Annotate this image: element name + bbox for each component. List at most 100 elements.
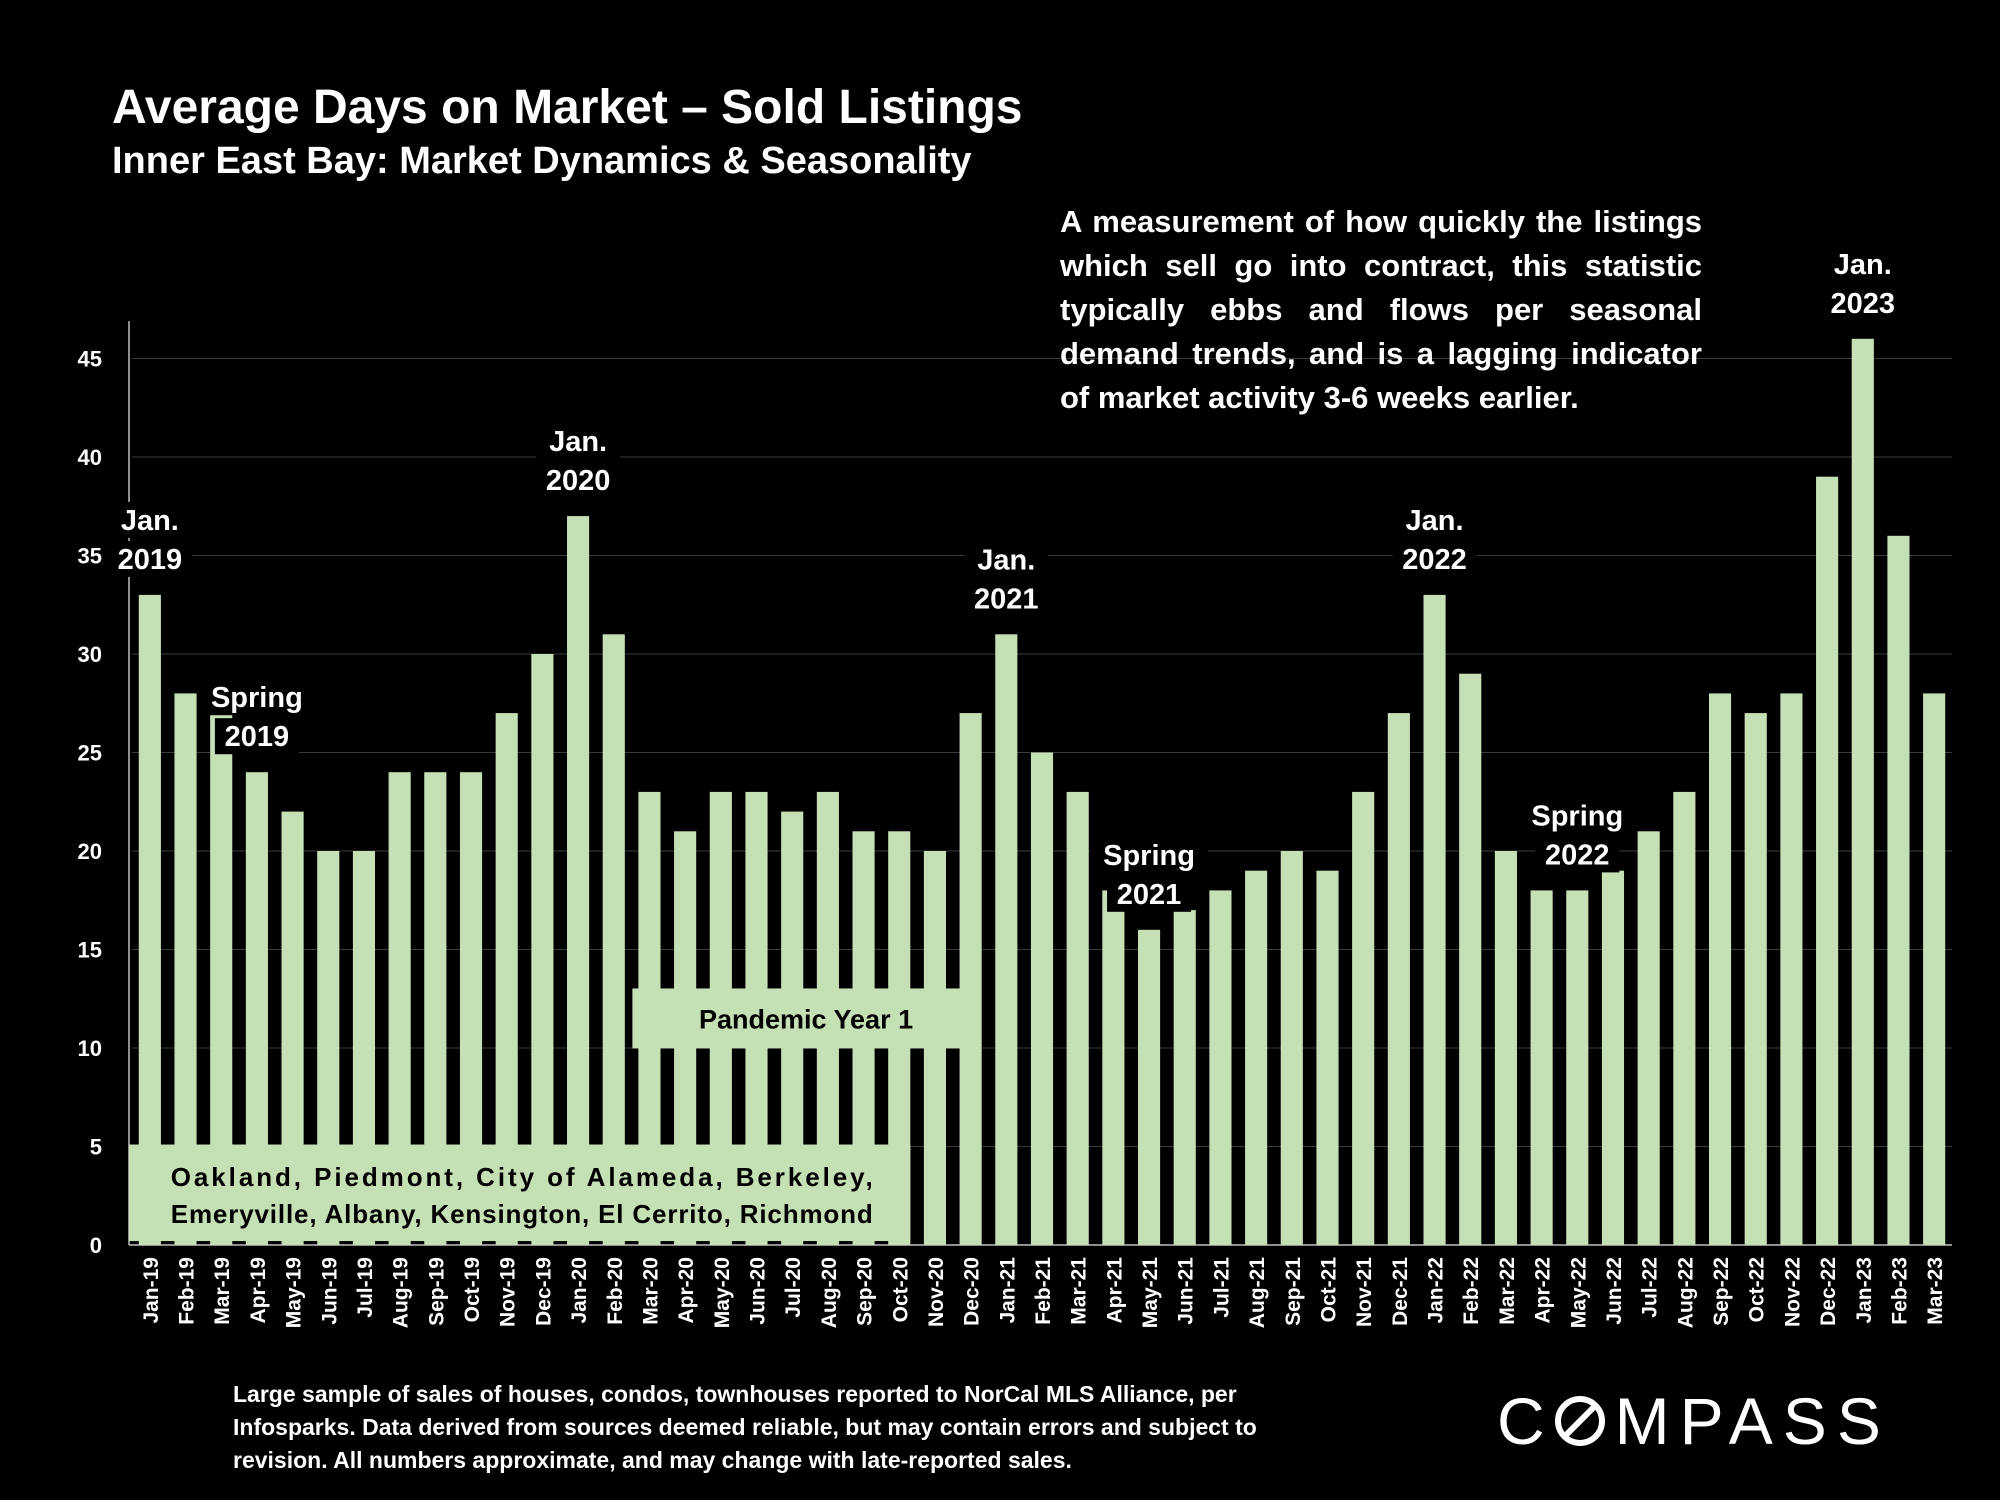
x-tick-label: Jul-22 <box>1639 1257 1662 1318</box>
bar <box>1066 791 1089 1245</box>
x-tick-label: Nov-22 <box>1781 1257 1804 1327</box>
annotation-backdrop <box>1820 284 1905 321</box>
y-tick-label: 15 <box>78 938 102 963</box>
bar <box>424 772 447 1245</box>
annotation-label: Spring <box>211 682 303 714</box>
x-tick-label: Mar-21 <box>1068 1257 1091 1325</box>
annotation-backdrop <box>107 501 192 538</box>
bar <box>1280 851 1303 1245</box>
bar <box>1245 870 1268 1245</box>
x-tick-label: Oct-19 <box>461 1257 484 1322</box>
x-tick-label: Jul-21 <box>1210 1257 1233 1318</box>
annotation-backdrop <box>964 580 1049 617</box>
annotation-label: 2022 <box>1545 839 1610 871</box>
bar <box>1816 476 1839 1245</box>
chart-subtitle: Inner East Bay: Market Dynamics & Season… <box>112 140 972 182</box>
annotation-label: Jan. <box>1834 249 1892 281</box>
pandemic-label: Pandemic Year 1 <box>699 1004 913 1034</box>
bar <box>1851 338 1874 1245</box>
annotation-label: Jan. <box>121 505 179 537</box>
region-label-line: Oakland, Piedmont, City of Alameda, Berk… <box>171 1162 873 1192</box>
annotation-backdrop <box>1090 836 1209 873</box>
annotation-label: 2020 <box>546 465 611 497</box>
x-tick-label: Mar-22 <box>1496 1257 1519 1325</box>
x-tick-label: Sep-19 <box>425 1257 448 1326</box>
bar <box>245 772 268 1245</box>
x-tick-label: Apr-19 <box>247 1257 270 1324</box>
x-tick-label: Oct-22 <box>1746 1257 1769 1322</box>
x-tick-label: Oct-21 <box>1317 1257 1340 1323</box>
y-tick-label: 5 <box>90 1135 102 1160</box>
bar <box>388 772 411 1245</box>
annotation-backdrop <box>964 541 1049 578</box>
x-tick-label: Jan-19 <box>140 1257 163 1324</box>
annotation-label: Jan. <box>977 544 1035 576</box>
bar <box>1459 673 1482 1245</box>
x-tick-label: Sep-20 <box>854 1257 877 1326</box>
x-tick-label: Jun-22 <box>1603 1257 1626 1325</box>
bar <box>495 713 518 1245</box>
bar <box>1030 752 1054 1245</box>
x-tick-label: Aug-21 <box>1246 1257 1269 1328</box>
x-tick-label: Jan-21 <box>996 1257 1019 1324</box>
bar <box>1494 851 1517 1245</box>
bar <box>459 772 483 1245</box>
bar <box>1173 910 1196 1245</box>
chart-description: A measurement of how quickly the listing… <box>1060 204 1702 415</box>
bar <box>1387 713 1410 1245</box>
x-tick-label: Jul-20 <box>782 1257 805 1318</box>
bar <box>959 713 982 1245</box>
x-tick-label: Feb-22 <box>1460 1257 1483 1325</box>
y-tick-label: 20 <box>78 839 102 864</box>
x-tick-label: May-20 <box>711 1257 734 1328</box>
x-tick-label: Jun-20 <box>747 1257 770 1325</box>
annotation-backdrop <box>1518 797 1637 834</box>
bar <box>1352 791 1375 1245</box>
annotation-label: 2022 <box>1402 544 1467 576</box>
x-tick-label: May-21 <box>1139 1257 1162 1329</box>
annotation-label: 2021 <box>1117 879 1182 911</box>
bar <box>1209 890 1232 1245</box>
annotation-backdrop <box>197 679 316 716</box>
x-tick-label: Jan-20 <box>568 1257 591 1324</box>
x-tick-label: Dec-22 <box>1817 1257 1840 1326</box>
x-tick-label: May-22 <box>1567 1257 1590 1328</box>
x-tick-label: Feb-23 <box>1888 1257 1911 1325</box>
x-tick-label: Apr-22 <box>1532 1257 1555 1324</box>
annotation-backdrop <box>107 540 192 577</box>
annotation-backdrop <box>1535 836 1620 873</box>
logo-letter-c: C <box>1497 1384 1555 1458</box>
region-label-box <box>128 1144 911 1242</box>
x-tick-label: Mar-20 <box>639 1257 662 1325</box>
bar <box>1566 890 1589 1245</box>
x-tick-label: Jan-22 <box>1425 1257 1448 1324</box>
bar <box>1923 693 1946 1245</box>
y-tick-label: 45 <box>78 347 102 372</box>
chart-title: Average Days on Market – Sold Listings <box>112 81 1023 134</box>
bar <box>1637 831 1660 1245</box>
bar <box>210 693 233 1245</box>
x-tick-label: Oct-20 <box>889 1257 912 1322</box>
bar <box>1708 693 1732 1245</box>
x-tick-label: Dec-19 <box>532 1257 555 1326</box>
region-label-line: Emeryville, Albany, Kensington, El Cerri… <box>171 1199 873 1229</box>
annotation-backdrop <box>1392 540 1477 577</box>
annotation-backdrop <box>214 718 299 755</box>
x-tick-label: Sep-22 <box>1710 1257 1733 1326</box>
x-tick-label: Aug-19 <box>390 1257 413 1328</box>
bar <box>1316 870 1339 1245</box>
bar <box>567 516 590 1245</box>
bar <box>995 634 1018 1245</box>
x-tick-label: Feb-20 <box>604 1257 627 1325</box>
bar <box>1744 713 1767 1245</box>
annotation-backdrop <box>536 423 621 460</box>
source-footnote: Large sample of sales of houses, condos,… <box>233 1381 1257 1473</box>
annotation-label: Jan. <box>549 426 607 458</box>
annotation-label: 2023 <box>1831 288 1896 320</box>
logo-letters-mpass: MPASS <box>1614 1384 1891 1458</box>
bar <box>1530 890 1553 1245</box>
x-tick-label: Mar-23 <box>1924 1257 1947 1325</box>
bar <box>138 594 161 1245</box>
y-tick-label: 30 <box>78 642 102 667</box>
x-tick-label: Apr-21 <box>1103 1257 1126 1324</box>
